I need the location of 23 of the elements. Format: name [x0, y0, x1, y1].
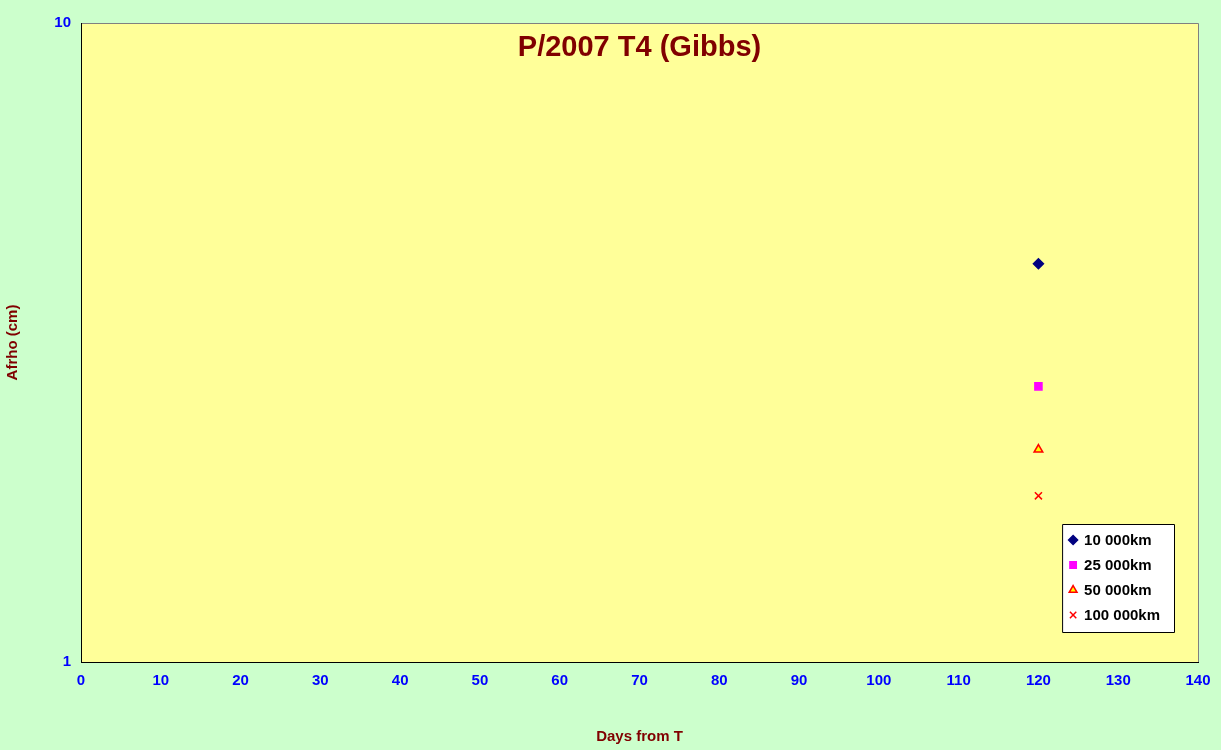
x-tick-label: 100: [866, 671, 892, 689]
y-tick-label: 1: [62, 652, 71, 670]
x-tick-label: 0: [76, 671, 86, 689]
x-tick-label: 70: [631, 671, 648, 689]
x-tick-label: 130: [1105, 671, 1131, 689]
x-tick-label: 80: [710, 671, 728, 689]
legend-label: 10 000km: [1084, 531, 1152, 549]
x-tick-label: 110: [946, 671, 971, 689]
x-tick-label: 50: [471, 671, 489, 689]
chart-title: P/2007 T4 (Gibbs): [517, 30, 762, 62]
y-axis-title: Afrho (cm): [3, 304, 21, 381]
legend-label: 100 000km: [1084, 606, 1161, 624]
x-tick-label: 40: [391, 671, 409, 689]
x-tick-label: 20: [232, 671, 249, 689]
x-tick-label: 10: [152, 671, 170, 689]
x-axis-title: Days from T: [596, 727, 683, 745]
x-tick-label: 60: [551, 671, 569, 689]
legend-label: 50 000km: [1084, 581, 1152, 599]
x-tick-label: 30: [312, 671, 329, 689]
legend-label: 25 000km: [1084, 556, 1152, 574]
x-tick-label: 140: [1185, 671, 1211, 689]
x-tick-label: 120: [1025, 671, 1051, 689]
x-tick-label: 90: [790, 671, 808, 689]
